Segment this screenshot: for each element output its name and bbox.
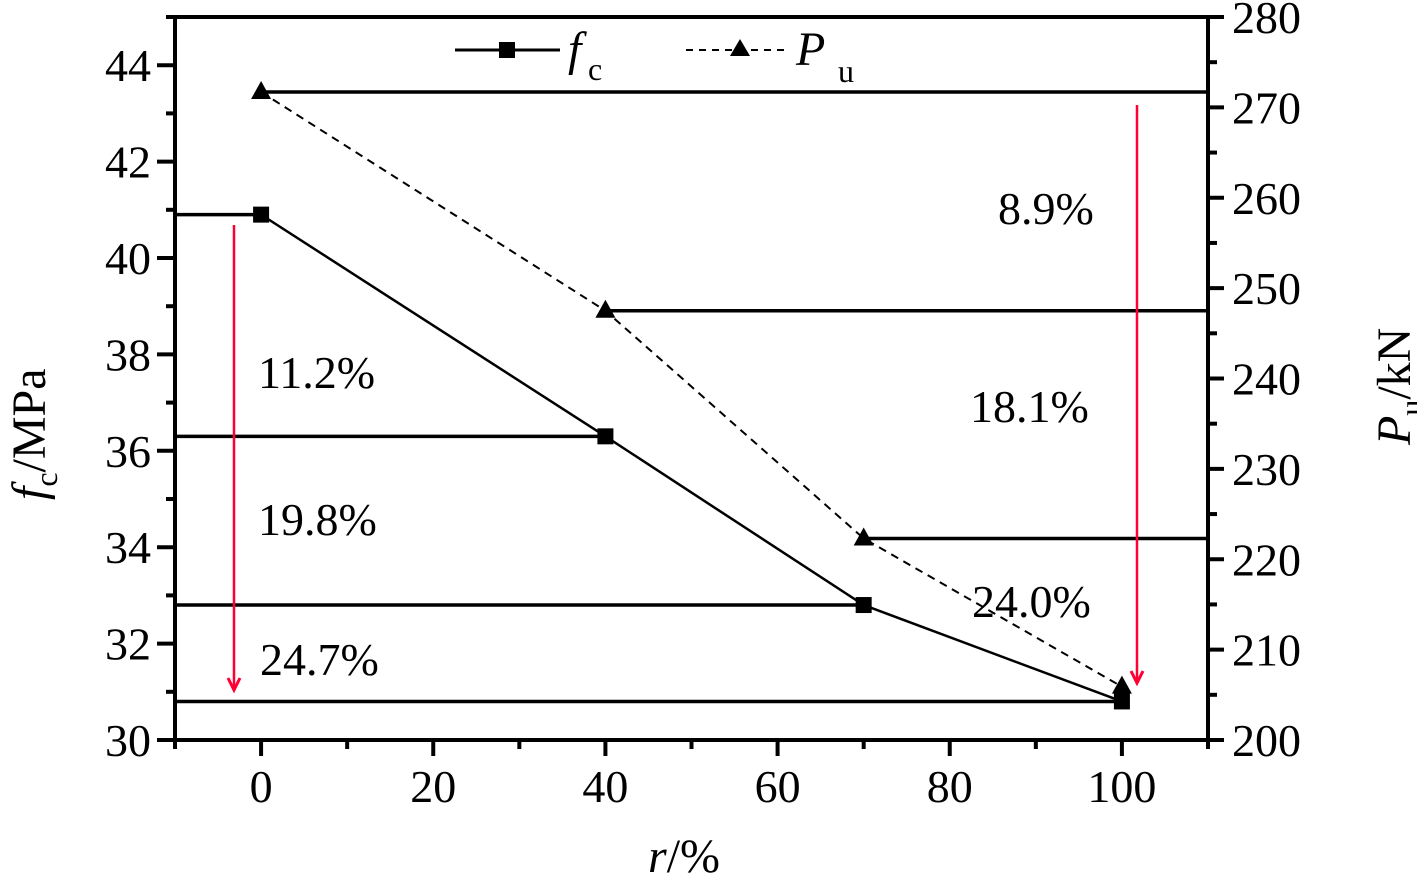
legend-fc-marker	[499, 42, 515, 58]
y-right-tick-label: 250	[1232, 263, 1301, 314]
fc-data-point	[253, 206, 270, 223]
y-left-tick-label: 30	[105, 715, 151, 766]
annotation-left-3: 24.7%	[260, 634, 379, 685]
legend-pu-sub: u	[838, 53, 854, 89]
pu-series-line	[260, 91, 1123, 688]
legend-fc-label: f	[568, 23, 587, 76]
y-left-tick-label: 32	[105, 619, 151, 670]
y-left-tick-label: 34	[105, 522, 151, 573]
pu-data-point	[1111, 675, 1132, 694]
fc-data-point	[855, 597, 872, 614]
annotation-right-3: 24.0%	[972, 576, 1091, 627]
fc-data-point	[1113, 693, 1130, 710]
x-tick-label: 60	[755, 761, 801, 812]
legend-fc-sub: c	[588, 51, 602, 87]
x-axis-label: r/%	[648, 830, 720, 874]
x-tick-label: 100	[1087, 761, 1156, 812]
y-left-tick-label: 40	[105, 233, 151, 284]
y-left-tick-label: 36	[105, 426, 151, 477]
annotation-right-2: 18.1%	[970, 381, 1089, 432]
legend-pu-label: P	[795, 23, 825, 76]
legend-pu-marker	[730, 39, 750, 56]
x-tick-label: 80	[927, 761, 973, 812]
x-tick-label: 40	[582, 761, 628, 812]
y-axis-right-label: Pu/kN	[1368, 328, 1417, 446]
annotation-right-1: 8.9%	[998, 183, 1094, 234]
y-left-tick-label: 44	[105, 40, 151, 91]
pu-data-point	[595, 299, 616, 318]
y-right-tick-label: 220	[1232, 534, 1301, 585]
annotation-left-1: 11.2%	[258, 347, 375, 398]
legend: f c P u	[455, 23, 854, 89]
y-right-tick-label: 270	[1232, 82, 1301, 133]
x-tick-label: 20	[410, 761, 456, 812]
y-right-tick-label: 240	[1232, 354, 1301, 405]
y-right-tick-label: 280	[1232, 0, 1301, 43]
y-axis-left-label: fc/MPa	[3, 368, 64, 500]
y-left-tick-label: 38	[105, 329, 151, 380]
pu-data-point	[853, 527, 874, 546]
annotation-left-2: 19.8%	[258, 494, 377, 545]
y-right-tick-label: 210	[1232, 625, 1301, 676]
pu-reduction-arrow-head	[1129, 670, 1145, 687]
y-left-tick-label: 42	[105, 137, 151, 188]
y-right-tick-label: 200	[1232, 715, 1301, 766]
fc-series-line	[260, 213, 1123, 703]
x-tick-label: 0	[250, 761, 273, 812]
y-right-tick-label: 260	[1232, 173, 1301, 224]
fc-reduction-arrow-head	[226, 677, 242, 694]
fc-data-point	[597, 428, 614, 445]
pu-data-point	[251, 81, 272, 100]
y-right-tick-label: 230	[1232, 444, 1301, 495]
